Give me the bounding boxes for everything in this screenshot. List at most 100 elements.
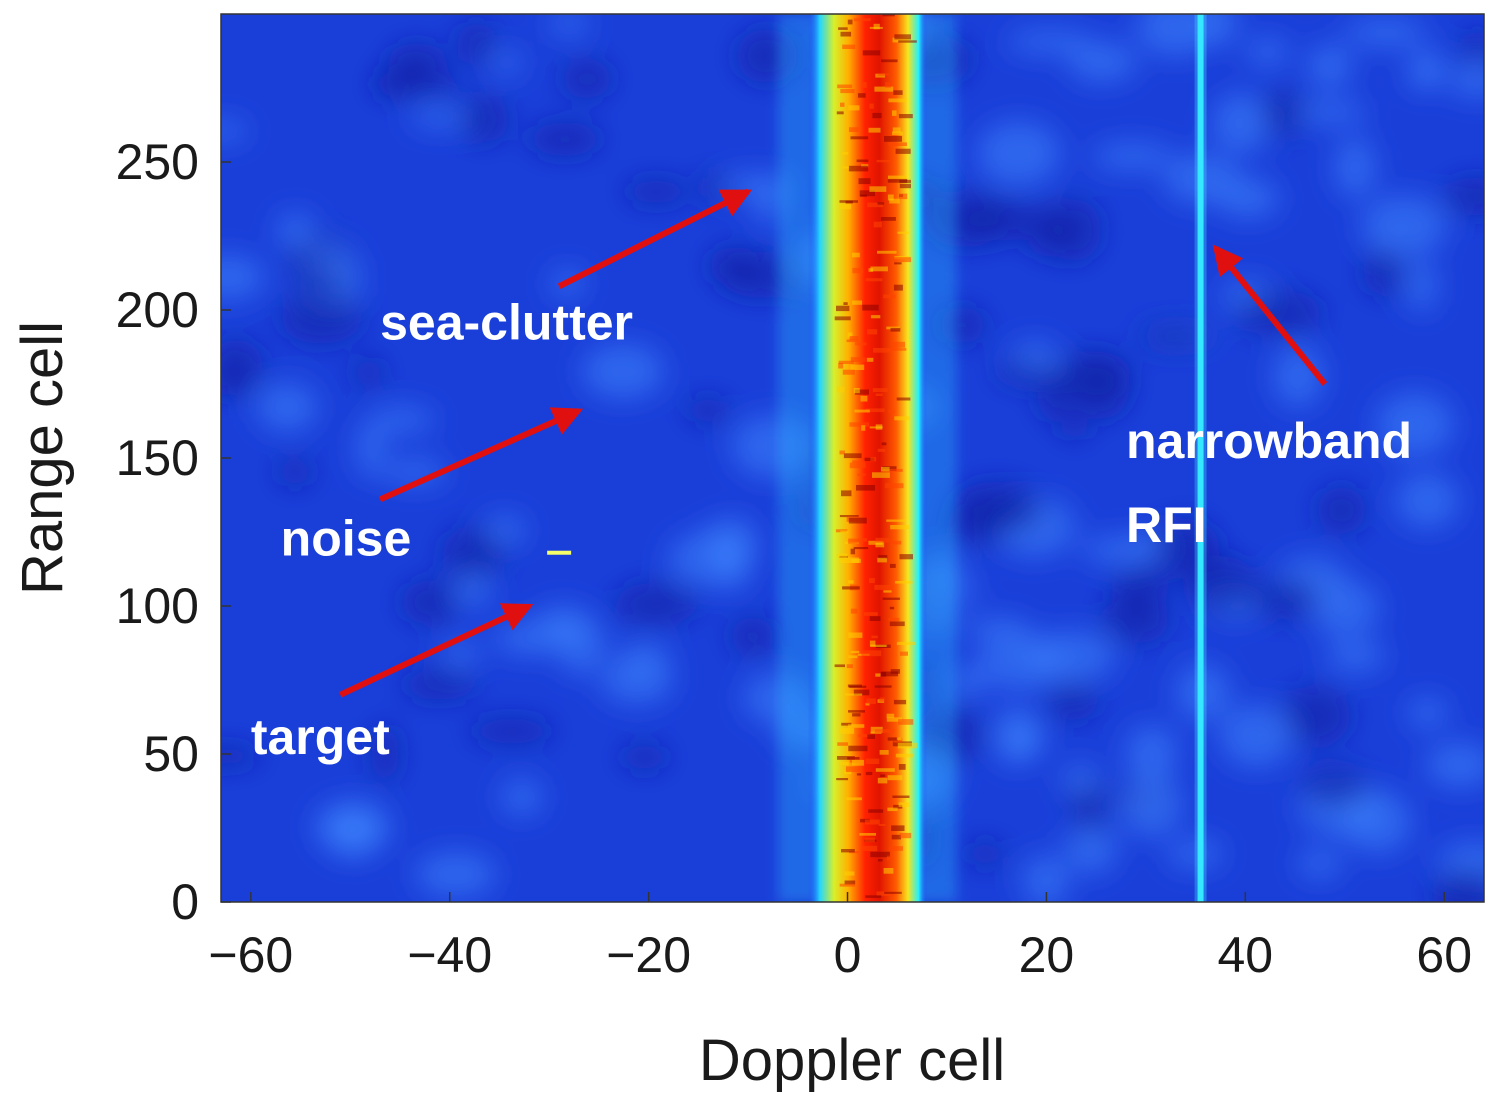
clutter-speck <box>847 684 862 688</box>
y-axis-label: Range cell <box>10 321 75 595</box>
noise-blob <box>1031 630 1116 682</box>
clutter-speck <box>883 294 896 299</box>
clutter-speck <box>842 586 860 590</box>
x-tick-label: −40 <box>407 927 492 983</box>
y-tick-label: 100 <box>116 578 199 634</box>
x-axis: −60 −40 −20 0 20 40 60 <box>208 892 1472 983</box>
clutter-speck <box>889 563 896 568</box>
clutter-speck <box>867 329 878 335</box>
clutter-speck <box>864 457 875 461</box>
clutter-speck <box>892 37 909 43</box>
clutter-speck <box>869 640 876 647</box>
clutter-speck <box>873 23 880 30</box>
clutter-speck <box>859 190 875 197</box>
clutter-speck <box>840 102 845 107</box>
clutter-speck <box>843 770 852 775</box>
clutter-speck <box>890 525 910 530</box>
target-point <box>547 550 572 555</box>
clutter-speck <box>856 773 862 776</box>
noise-blob <box>255 383 319 432</box>
noise-blob <box>221 338 263 395</box>
clutter-speck <box>883 868 894 874</box>
clutter-speck <box>893 804 903 809</box>
clutter-speck <box>834 664 845 668</box>
noise-blob <box>1425 742 1484 788</box>
clutter-speck <box>853 18 871 22</box>
clutter-speck <box>857 473 866 476</box>
clutter-speck <box>870 315 881 319</box>
clutter-speck <box>853 547 869 550</box>
noise-blob <box>324 802 383 859</box>
clutter-speck <box>875 537 890 543</box>
noise-blob <box>1297 849 1342 878</box>
clutter-speck <box>869 616 881 621</box>
clutter-speck <box>858 93 866 98</box>
clutter-speck <box>841 849 855 853</box>
noise-blob <box>1375 393 1454 457</box>
noise-blob <box>1073 356 1130 420</box>
clutter-speckle <box>834 14 918 898</box>
clutter-speck <box>839 727 855 734</box>
clutter-speck <box>844 880 856 885</box>
noise-blob <box>1138 324 1209 349</box>
clutter-speck <box>850 650 860 654</box>
clutter-speck <box>897 742 918 749</box>
clutter-speck <box>856 159 869 163</box>
clutter-speck <box>842 369 855 375</box>
x-tick-label: 40 <box>1218 927 1274 983</box>
clutter-speck <box>839 204 852 210</box>
clutter-speck <box>897 231 909 234</box>
clutter-speck <box>846 339 859 343</box>
clutter-speck <box>896 737 902 741</box>
clutter-speck <box>881 442 887 446</box>
clutter-speck <box>840 89 855 94</box>
clutter-speck <box>841 151 849 155</box>
clutter-speck <box>836 386 845 393</box>
y-tick-label: 150 <box>116 430 199 486</box>
clutter-speck <box>865 408 885 413</box>
noise-blob <box>994 705 1038 766</box>
clutter-speck <box>886 713 895 718</box>
clutter-speck <box>843 453 862 459</box>
clutter-speck <box>848 745 868 752</box>
noise-blob <box>468 717 555 745</box>
clutter-speck <box>875 424 883 430</box>
clutter-speck <box>895 148 911 154</box>
noise-blob <box>356 418 385 479</box>
clutter-speck <box>851 759 865 766</box>
noise-blob <box>1344 18 1427 47</box>
clutter-speck <box>838 27 848 30</box>
noise-blob <box>581 343 665 399</box>
annotation-arrow-sea-clutter <box>557 188 753 290</box>
noise-blob <box>296 266 347 301</box>
clutter-speck <box>899 554 913 560</box>
clutter-speck <box>875 673 881 677</box>
clutter-speck <box>881 59 898 63</box>
clutter-speck <box>850 136 869 140</box>
clutter-speck <box>861 164 869 168</box>
clutter-speck <box>864 819 880 825</box>
clutter-speck <box>839 883 856 887</box>
y-tick-label: 200 <box>116 282 199 338</box>
clutter-speck <box>890 327 901 332</box>
noise-blob <box>705 517 758 562</box>
clutter-speck <box>855 342 867 346</box>
clutter-speck <box>848 517 867 524</box>
noise-blob <box>401 580 461 625</box>
clutter-speck <box>880 774 886 777</box>
clutter-speck <box>893 257 912 263</box>
clutter-speck <box>891 834 901 840</box>
clutter-speck <box>836 305 850 312</box>
clutter-speck <box>858 178 871 185</box>
clutter-speck <box>852 713 861 717</box>
clutter-speck <box>850 364 865 370</box>
clutter-speck <box>876 159 892 163</box>
y-axis: 0 50 100 150 200 250 <box>116 134 231 930</box>
clutter-speck <box>869 578 875 583</box>
noise-blob <box>1046 682 1098 721</box>
clutter-speck <box>842 166 850 169</box>
clutter-speck <box>854 409 870 413</box>
clutter-speck <box>848 632 863 638</box>
noise-blob <box>415 852 497 897</box>
clutter-speck <box>869 103 874 109</box>
